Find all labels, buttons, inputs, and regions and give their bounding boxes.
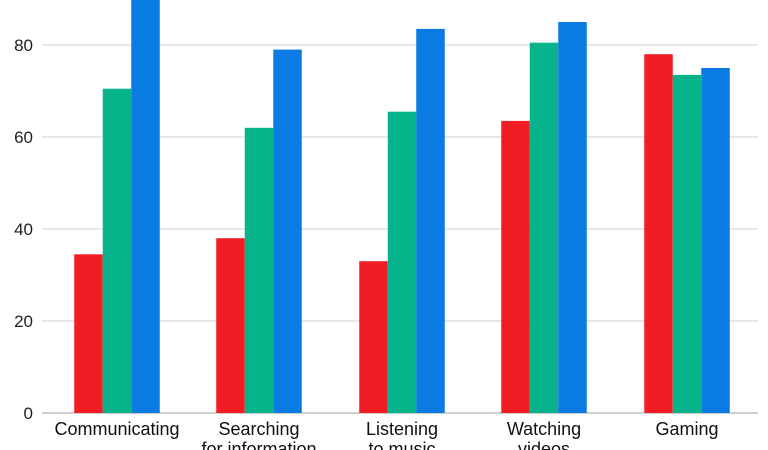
x-tick-label: Listening	[366, 419, 438, 439]
bar	[74, 254, 103, 413]
x-tick-label: videos	[518, 439, 570, 450]
y-tick-label: 20	[14, 312, 33, 331]
y-axis-ticks: 0 20 40 60 80	[14, 36, 33, 423]
x-tick-label: Gaming	[655, 419, 718, 439]
x-tick-label: Searching	[218, 419, 299, 439]
y-tick-label: 40	[14, 220, 33, 239]
bar	[529, 42, 559, 413]
bar	[216, 238, 245, 413]
bar	[701, 68, 730, 413]
bar	[387, 111, 417, 413]
y-tick-label: 0	[24, 404, 33, 423]
bar	[672, 74, 702, 414]
y-tick-label: 80	[14, 36, 33, 55]
bars	[74, 0, 730, 414]
bar	[244, 127, 274, 414]
x-tick-label: Communicating	[54, 419, 179, 439]
bar	[416, 28, 445, 414]
x-tick-label: to music	[368, 439, 435, 450]
bar	[501, 120, 530, 414]
bar	[644, 54, 673, 413]
bar	[102, 88, 132, 413]
x-tick-label: for information	[201, 439, 316, 450]
x-tick-label: Watching	[507, 419, 581, 439]
bar	[558, 22, 587, 413]
y-tick-label: 60	[14, 128, 33, 147]
bar	[131, 0, 160, 413]
bar	[359, 261, 388, 413]
bar	[273, 49, 302, 413]
